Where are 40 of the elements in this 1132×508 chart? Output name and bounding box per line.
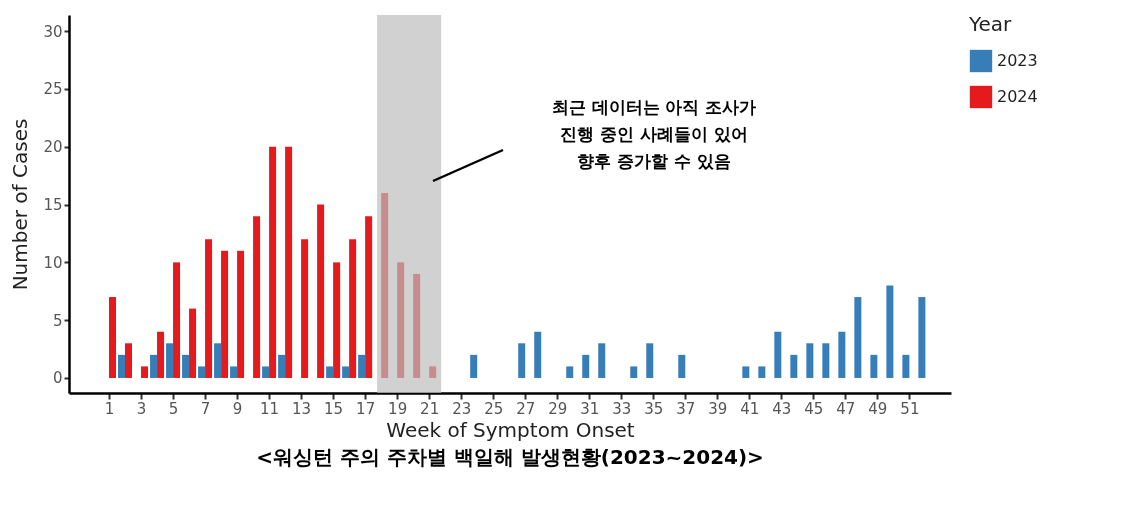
x-tick-label: 37 xyxy=(676,399,696,418)
x-tick-label: 5 xyxy=(168,399,179,418)
x-tick-label: 33 xyxy=(612,399,632,418)
x-tick-label: 9 xyxy=(232,399,243,418)
x-tick-label: 1 xyxy=(104,399,115,418)
x-tick-label: 23 xyxy=(452,399,472,418)
y-tick-label: 30 xyxy=(43,22,63,41)
x-tick-label: 35 xyxy=(644,399,664,418)
x-tick-label: 41 xyxy=(740,399,760,418)
x-tick-label: 45 xyxy=(804,399,824,418)
y-tick-label: 0 xyxy=(52,369,63,388)
x-tick-label: 13 xyxy=(292,399,312,418)
x-tick-label: 27 xyxy=(516,399,536,418)
x-tick-label: 49 xyxy=(868,399,888,418)
x-tick-label: 3 xyxy=(136,399,147,418)
x-tick-label: 43 xyxy=(772,399,792,418)
x-tick-label: 19 xyxy=(388,399,408,418)
x-tick-label: 47 xyxy=(836,399,856,418)
y-tick-label: 20 xyxy=(43,138,63,157)
x-tick-label: 25 xyxy=(484,399,504,418)
x-tick-label: 39 xyxy=(708,399,728,418)
y-tick-label: 10 xyxy=(43,253,63,272)
x-tick-label: 31 xyxy=(580,399,600,418)
x-axis-title: Week of Symptom Onset xyxy=(386,417,635,442)
x-tick-label: 15 xyxy=(324,399,344,418)
annotation: 최근 데이터는 아직 조사가 진행 중인 사례들이 있어 향후 증가할 수 있음 xyxy=(551,97,757,171)
y-tick-label: 5 xyxy=(52,311,63,330)
legend-label: 2023 xyxy=(997,51,1038,70)
x-tick-label: 7 xyxy=(200,399,211,418)
x-tick-label: 17 xyxy=(356,399,376,418)
text: <워싱턴 주의 주차별 백일해 발생현황(2023~2024)> xyxy=(256,445,764,469)
x-tick-label: 21 xyxy=(420,399,440,418)
y-tick-label: 25 xyxy=(43,80,63,99)
legend-label: 2024 xyxy=(997,87,1038,106)
x-tick-label: 11 xyxy=(260,399,280,418)
legend-title: Year xyxy=(968,12,1013,36)
x-tick-label: 51 xyxy=(900,399,920,418)
x-tick-label: 29 xyxy=(548,399,568,418)
y-axis-title: Number of Cases xyxy=(8,118,33,291)
y-tick-label: 15 xyxy=(43,196,63,215)
